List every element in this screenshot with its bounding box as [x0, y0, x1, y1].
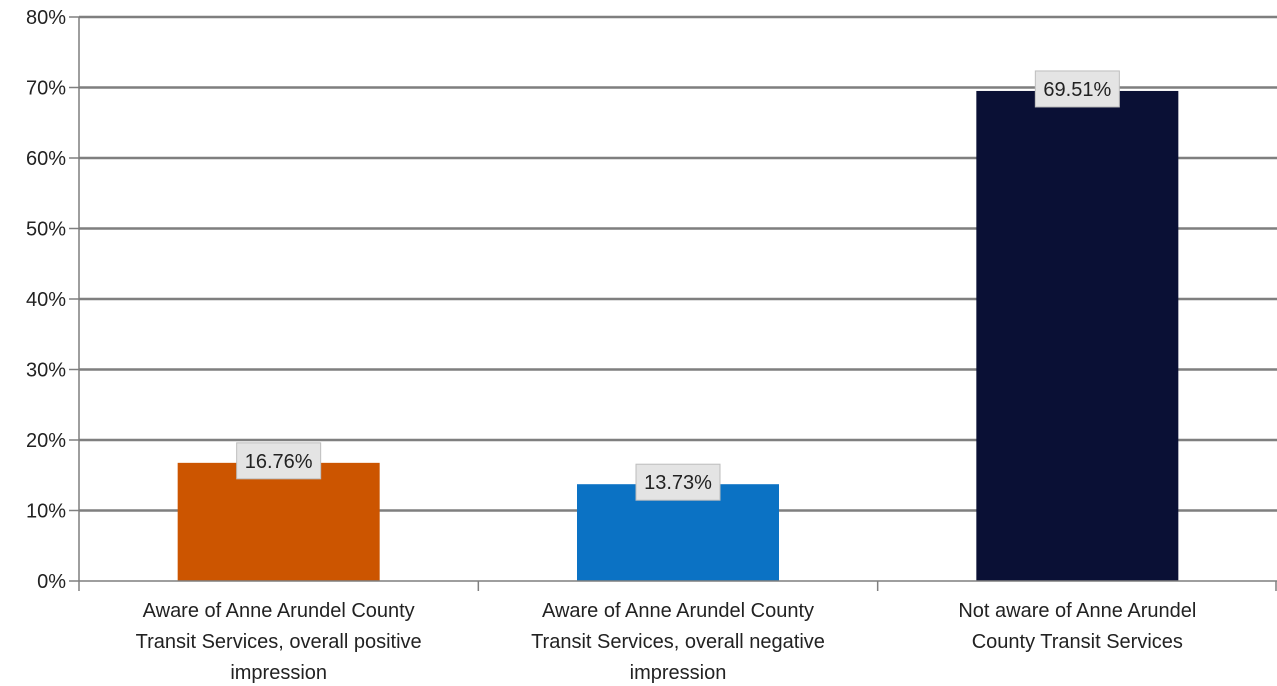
- y-tick-label: 10%: [26, 501, 66, 523]
- x-category-label: Aware of Anne Arundel County: [542, 600, 814, 622]
- y-tick-label: 30%: [26, 360, 66, 382]
- data-label-box: [236, 442, 322, 480]
- y-tick-label: 20%: [26, 430, 66, 452]
- y-axis: 0% 10% 20% 30% 40% 50% 60% 70% 80%: [26, 7, 80, 593]
- bar: [976, 90, 1179, 581]
- x-category-label: impression: [230, 662, 327, 684]
- y-tick-label: 50%: [26, 219, 66, 241]
- data-label: 16.76%: [245, 451, 313, 473]
- y-tick-label: 60%: [26, 148, 66, 170]
- bars: [177, 90, 1179, 581]
- x-axis: Aware of Anne Arundel County Transit Serv…: [78, 580, 1277, 684]
- x-category-label: Not aware of Anne Arundel: [958, 600, 1196, 622]
- bar: [177, 462, 380, 581]
- data-label-box: [1034, 70, 1120, 108]
- y-tick-label: 70%: [26, 78, 66, 100]
- data-label: 69.51%: [1043, 79, 1111, 101]
- y-tick-label: 0%: [37, 571, 66, 593]
- x-category-label: Aware of Anne Arundel County: [143, 600, 415, 622]
- x-category-label: Transit Services, overall negative: [531, 631, 825, 653]
- y-tick-label: 40%: [26, 289, 66, 311]
- x-category-label: Transit Services, overall positive: [136, 631, 422, 653]
- data-labels: 16.76% 13.73% 69.51%: [236, 70, 1120, 501]
- y-tick-label: 80%: [26, 7, 66, 29]
- data-label: 13.73%: [644, 472, 712, 494]
- gridlines: [79, 15, 1277, 512]
- x-category-label: County Transit Services: [972, 631, 1183, 653]
- data-label-box: [635, 463, 721, 501]
- x-category-label: impression: [630, 662, 727, 684]
